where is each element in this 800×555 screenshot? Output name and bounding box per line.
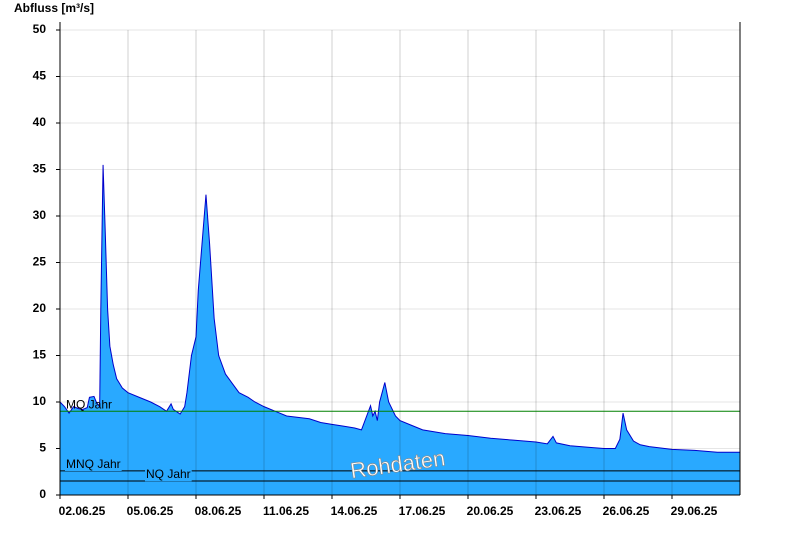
y-tick-label: 40 bbox=[33, 115, 47, 129]
reference-label-bg bbox=[145, 467, 192, 482]
area bbox=[60, 164, 740, 495]
x-tick-label: 14.06.25 bbox=[331, 504, 378, 518]
x-tick-label: 02.06.25 bbox=[59, 504, 106, 518]
y-tick-label: 0 bbox=[39, 487, 46, 501]
x-tick-label: 20.06.25 bbox=[467, 504, 514, 518]
y-tick-label: 45 bbox=[33, 69, 47, 83]
x-tick-label: 26.06.25 bbox=[603, 504, 650, 518]
y-tick-label: 5 bbox=[39, 441, 46, 455]
reference-label: MQ Jahr bbox=[66, 397, 112, 411]
x-tick-label: 29.06.25 bbox=[671, 504, 718, 518]
area-line bbox=[59, 164, 740, 453]
x-tick-label: 08.06.25 bbox=[195, 504, 242, 518]
y-tick-label: 50 bbox=[33, 22, 47, 36]
reference-label: NQ Jahr bbox=[146, 467, 191, 481]
y-axis-label: Abfluss [m³/s] bbox=[14, 1, 94, 15]
y-tick-label: 30 bbox=[33, 208, 47, 222]
y-tick-label: 10 bbox=[33, 394, 47, 408]
y-tick-label: 25 bbox=[33, 255, 47, 269]
x-tick-label: 17.06.25 bbox=[399, 504, 446, 518]
reference-label-bg bbox=[65, 456, 122, 471]
reference-label: MNQ Jahr bbox=[66, 457, 121, 471]
x-tick-label: 11.06.25 bbox=[263, 504, 309, 518]
y-tick-label: 35 bbox=[33, 162, 47, 176]
x-tick-label: 23.06.25 bbox=[535, 504, 582, 518]
y-tick-label: 15 bbox=[33, 348, 47, 362]
x-tick-label: 05.06.25 bbox=[127, 504, 174, 518]
y-tick-label: 20 bbox=[33, 301, 47, 315]
